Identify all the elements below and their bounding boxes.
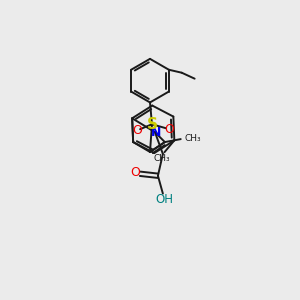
Text: O: O [132, 124, 142, 137]
Text: CH₃: CH₃ [153, 154, 170, 163]
Text: O: O [164, 123, 174, 136]
Text: S: S [146, 117, 158, 132]
Text: CH₃: CH₃ [185, 134, 201, 142]
Text: O: O [130, 166, 140, 179]
Text: N: N [151, 126, 161, 139]
Text: OH: OH [156, 193, 174, 206]
